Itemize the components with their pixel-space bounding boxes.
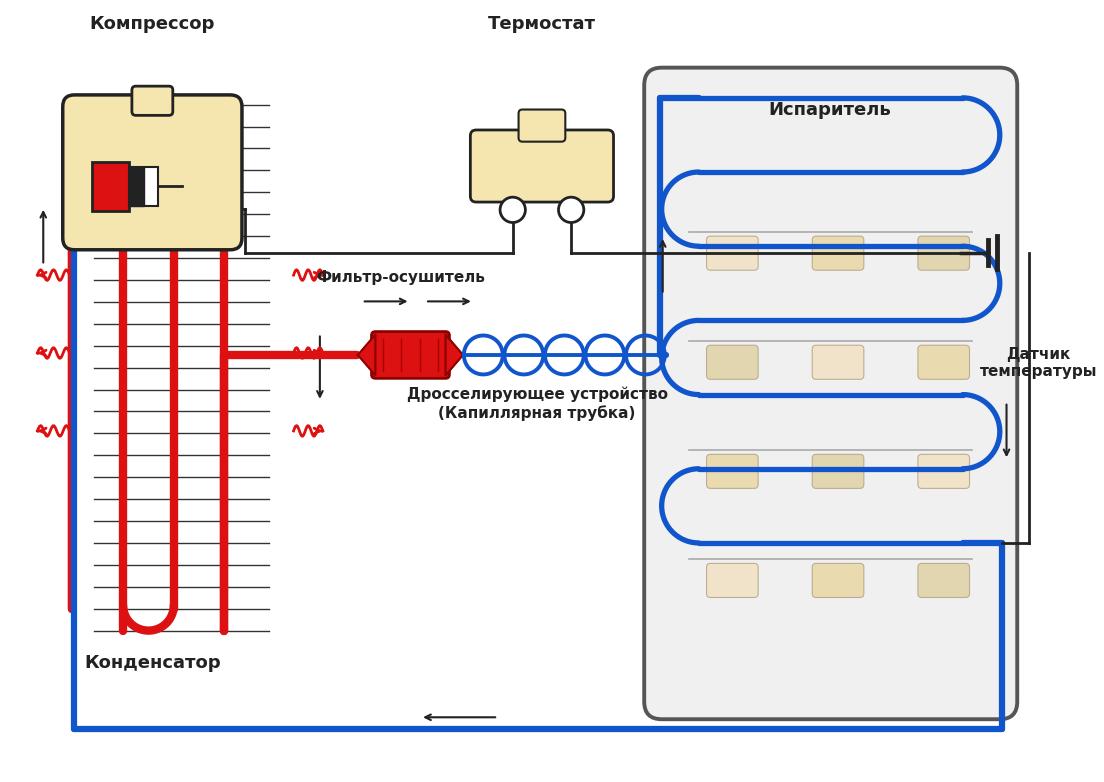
Text: Компрессор: Компрессор bbox=[89, 15, 215, 33]
Bar bbox=[129, 167, 144, 206]
FancyBboxPatch shape bbox=[707, 345, 758, 379]
Text: Датчик
температуры: Датчик температуры bbox=[980, 346, 1097, 379]
FancyBboxPatch shape bbox=[917, 563, 969, 597]
Polygon shape bbox=[446, 335, 463, 375]
FancyBboxPatch shape bbox=[470, 130, 614, 202]
Bar bbox=[92, 162, 129, 211]
FancyBboxPatch shape bbox=[707, 454, 758, 489]
FancyBboxPatch shape bbox=[372, 332, 449, 378]
Text: Конденсатор: Конденсатор bbox=[84, 654, 221, 672]
Circle shape bbox=[559, 197, 584, 223]
Polygon shape bbox=[358, 335, 375, 375]
FancyBboxPatch shape bbox=[813, 563, 863, 597]
Text: Испаритель: Испаритель bbox=[768, 101, 891, 119]
Circle shape bbox=[500, 197, 526, 223]
FancyBboxPatch shape bbox=[645, 67, 1017, 719]
FancyBboxPatch shape bbox=[917, 236, 969, 271]
FancyBboxPatch shape bbox=[813, 236, 863, 271]
FancyBboxPatch shape bbox=[707, 563, 758, 597]
FancyBboxPatch shape bbox=[813, 345, 863, 379]
FancyBboxPatch shape bbox=[519, 109, 565, 142]
Bar bbox=[129, 167, 158, 206]
FancyBboxPatch shape bbox=[707, 236, 758, 271]
FancyBboxPatch shape bbox=[131, 86, 173, 116]
FancyBboxPatch shape bbox=[813, 454, 863, 489]
FancyBboxPatch shape bbox=[63, 95, 242, 249]
Text: Дросселирующее устройство
(Капиллярная трубка): Дросселирующее устройство (Капиллярная т… bbox=[406, 387, 668, 421]
FancyBboxPatch shape bbox=[917, 345, 969, 379]
Text: Термостат: Термостат bbox=[488, 15, 596, 33]
Text: Фильтр-осушитель: Фильтр-осушитель bbox=[316, 270, 485, 285]
FancyBboxPatch shape bbox=[917, 454, 969, 489]
